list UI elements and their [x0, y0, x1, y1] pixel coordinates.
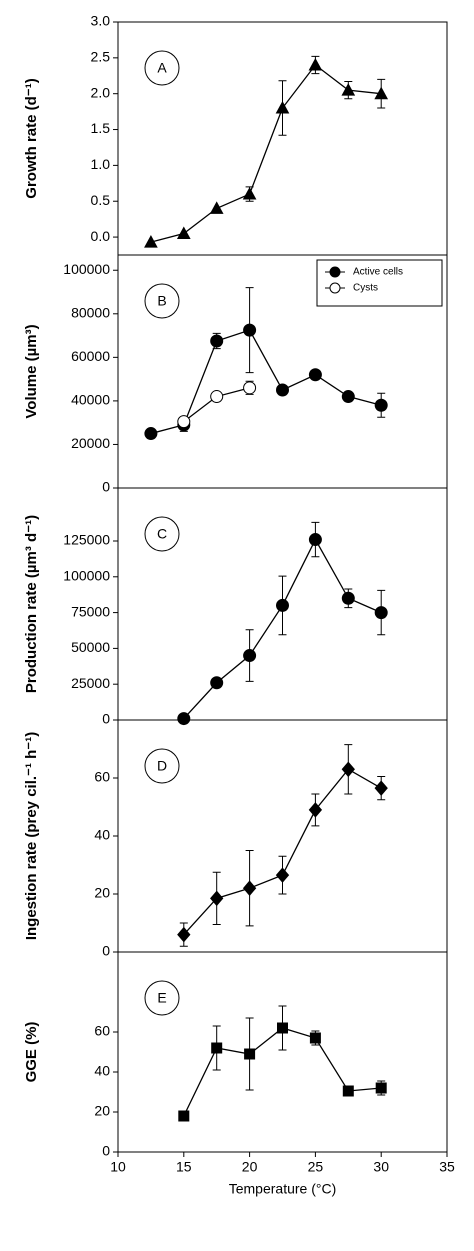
marker [374, 780, 388, 796]
y-tick-label: 100000 [63, 261, 110, 277]
marker [341, 761, 355, 778]
panel-label: E [157, 990, 166, 1006]
y-tick-label: 40 [94, 827, 110, 843]
marker [177, 415, 191, 429]
x-tick-label: 25 [308, 1159, 324, 1175]
marker [275, 100, 290, 114]
legend-label: Cysts [353, 283, 378, 294]
marker [341, 591, 355, 605]
y-tick-label: 25000 [71, 675, 110, 691]
panel-badge [144, 748, 180, 784]
panel-label: B [157, 293, 166, 309]
marker [244, 1048, 256, 1060]
marker [243, 323, 257, 337]
panel-badge [144, 516, 180, 552]
y-tick-label: 20000 [71, 435, 110, 451]
panel-badge [144, 283, 180, 319]
marker [144, 427, 158, 441]
marker [211, 1042, 223, 1054]
marker [374, 606, 388, 620]
panel-label: C [157, 526, 167, 542]
x-tick-label: 10 [110, 1159, 126, 1175]
y-tick-label: 0 [102, 479, 110, 495]
x-tick-label: 35 [439, 1159, 455, 1175]
panel-badge [144, 50, 180, 86]
y-axis-title: Volume (µm³) [23, 324, 40, 418]
y-tick-label: 60000 [71, 348, 110, 364]
y-tick-label: 2.5 [91, 49, 111, 65]
marker [375, 1082, 387, 1094]
y-tick-label: 50000 [71, 639, 110, 655]
y-tick-label: 40000 [71, 392, 110, 408]
marker [342, 1085, 354, 1097]
marker [309, 1032, 321, 1044]
series-line [150, 329, 382, 435]
panel-label: A [157, 60, 167, 76]
y-tick-label: 125000 [63, 532, 110, 548]
y-tick-label: 20 [94, 1103, 110, 1119]
marker [210, 390, 224, 404]
y-axis-title: Ingestion rate (prey cil.⁻¹ h⁻¹) [23, 732, 40, 940]
marker [209, 201, 224, 214]
marker [177, 926, 191, 943]
y-tick-label: 60 [94, 769, 110, 785]
marker [308, 802, 323, 818]
marker [374, 86, 389, 100]
marker [178, 1110, 190, 1122]
y-tick-label: 3.0 [91, 13, 111, 29]
marker [308, 57, 323, 71]
marker [210, 890, 224, 907]
legend-marker [329, 266, 341, 278]
marker [210, 334, 224, 348]
x-axis-title: Temperature (°C) [229, 1181, 337, 1197]
y-tick-label: 60 [94, 1023, 110, 1039]
legend-label: Active cells [353, 267, 403, 278]
y-tick-label: 0 [102, 711, 110, 727]
marker [242, 187, 257, 200]
marker [341, 83, 356, 96]
y-tick-label: 0.5 [91, 192, 111, 208]
x-tick-label: 15 [176, 1159, 192, 1175]
marker [176, 226, 191, 239]
y-axis-title: GGE (%) [23, 1022, 40, 1083]
legend-marker [329, 282, 341, 294]
y-tick-label: 75000 [71, 603, 110, 619]
marker [210, 676, 224, 690]
y-tick-label: 0.0 [91, 228, 111, 244]
marker [242, 880, 257, 896]
y-tick-label: 1.0 [91, 156, 111, 172]
y-tick-label: 2.0 [91, 84, 111, 100]
marker [243, 381, 257, 395]
marker [374, 398, 388, 412]
marker [277, 1022, 288, 1034]
marker [275, 867, 290, 883]
marker [308, 368, 322, 382]
y-tick-label: 80000 [71, 304, 110, 320]
y-tick-label: 1.5 [91, 120, 111, 136]
y-tick-label: 40 [94, 1063, 110, 1079]
x-tick-label: 30 [373, 1159, 389, 1175]
y-axis-title: Growth rate (d⁻¹) [23, 78, 40, 198]
marker [341, 390, 355, 404]
y-tick-label: 20 [94, 885, 110, 901]
y-tick-label: 100000 [63, 567, 110, 583]
panel-badge [144, 980, 180, 1016]
plot-frame [117, 951, 448, 1153]
marker [243, 649, 257, 663]
marker [308, 533, 322, 547]
y-tick-label: 0 [102, 1143, 110, 1159]
panel-label: D [157, 758, 167, 774]
y-axis-title: Production rate (µm³ d⁻¹) [23, 515, 40, 693]
marker [276, 598, 289, 612]
marker [144, 235, 158, 248]
marker [177, 712, 191, 726]
series-line [150, 64, 382, 243]
y-tick-label: 0 [102, 943, 110, 959]
x-tick-label: 20 [242, 1159, 258, 1175]
marker [276, 383, 289, 397]
